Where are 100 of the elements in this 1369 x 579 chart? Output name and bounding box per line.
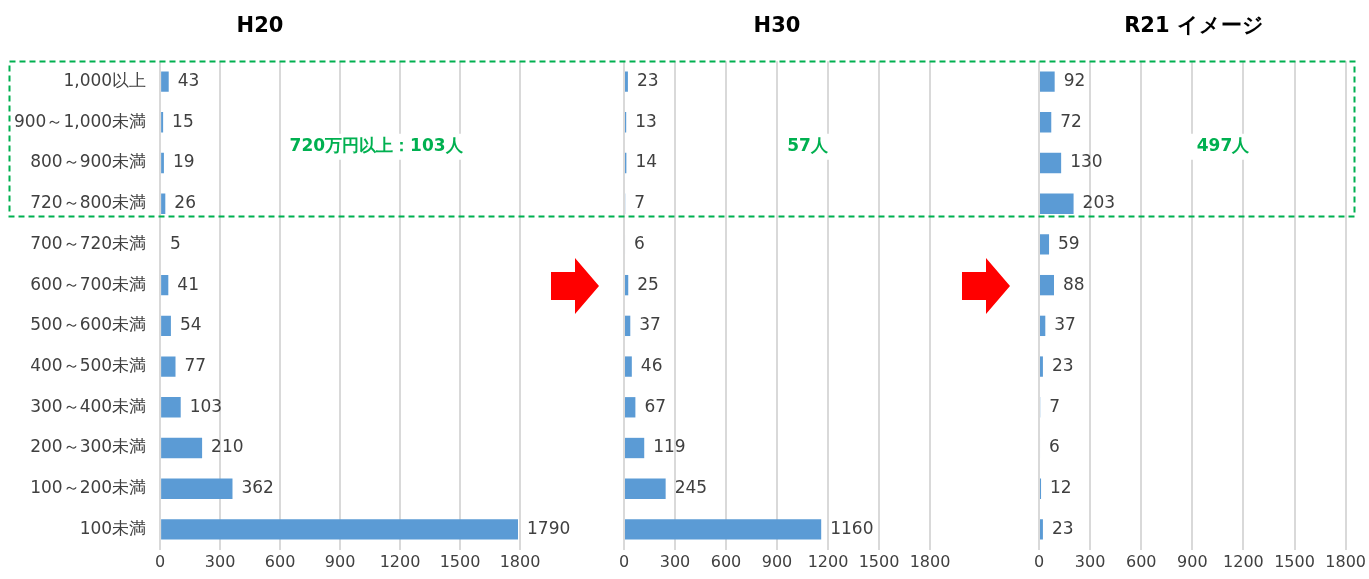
bar bbox=[625, 71, 628, 92]
x-tick-label: 300 bbox=[659, 551, 691, 571]
x-tick-label: 600 bbox=[1125, 551, 1157, 571]
data-label: 23 bbox=[636, 69, 659, 90]
x-tick-label: 1200 bbox=[379, 551, 421, 571]
bar bbox=[161, 356, 176, 377]
x-tick-label: 1800 bbox=[499, 551, 541, 571]
x-tick-label: 1500 bbox=[858, 551, 900, 571]
data-label: 54 bbox=[179, 314, 202, 335]
x-tick-label: 1500 bbox=[1274, 551, 1315, 571]
bar bbox=[625, 274, 629, 296]
data-label: 25 bbox=[637, 273, 659, 294]
bar bbox=[625, 478, 666, 499]
data-label: 7 bbox=[634, 192, 646, 213]
data-label: 1790 bbox=[527, 517, 571, 538]
data-label: 119 bbox=[653, 436, 686, 457]
data-label: 37 bbox=[639, 314, 661, 335]
annotation: 57人 bbox=[787, 135, 829, 156]
x-tick-label: 1800 bbox=[1325, 551, 1366, 571]
data-label: 41 bbox=[177, 273, 199, 294]
x-tick-label: 300 bbox=[1074, 551, 1106, 571]
bar bbox=[1040, 274, 1054, 296]
bar bbox=[161, 315, 171, 337]
y-tick-label: 800～900未満 bbox=[30, 151, 147, 172]
x-tick-label: 0 bbox=[1033, 551, 1045, 571]
x-tick-label: 900 bbox=[324, 551, 356, 571]
bar bbox=[1040, 152, 1062, 174]
data-label: 92 bbox=[1063, 69, 1086, 90]
data-label: 77 bbox=[184, 355, 207, 375]
x-tick-label: 1200 bbox=[1223, 551, 1264, 571]
data-label: 203 bbox=[1082, 192, 1116, 213]
bar bbox=[1040, 356, 1043, 377]
bar bbox=[625, 315, 631, 337]
y-tick-label: 700～720未満 bbox=[30, 232, 147, 253]
y-tick-label: 900～1,000未満 bbox=[13, 110, 147, 131]
chart-title: H20 bbox=[236, 13, 284, 38]
data-label: 19 bbox=[172, 151, 195, 172]
chart-title: R21 イメージ bbox=[1124, 13, 1264, 38]
bar bbox=[625, 397, 636, 418]
data-label: 103 bbox=[189, 395, 223, 416]
data-label: 5 bbox=[170, 232, 181, 253]
annotation: 497人 bbox=[1196, 135, 1251, 156]
data-label: 6 bbox=[634, 232, 645, 253]
y-tick-label: 500～600未満 bbox=[30, 314, 147, 335]
data-label: 245 bbox=[674, 477, 708, 498]
bar bbox=[1040, 519, 1043, 540]
data-label: 23 bbox=[1051, 355, 1074, 375]
data-label: 12 bbox=[1050, 477, 1072, 498]
x-tick-label: 600 bbox=[264, 551, 296, 571]
data-label: 210 bbox=[211, 436, 244, 457]
bar bbox=[1040, 193, 1074, 214]
y-tick-label: 200～300未満 bbox=[30, 436, 147, 457]
bar bbox=[1040, 112, 1052, 133]
x-tick-label: 1500 bbox=[439, 551, 481, 571]
bar bbox=[625, 519, 822, 540]
data-label: 88 bbox=[1062, 273, 1085, 294]
bar bbox=[161, 519, 518, 540]
data-label: 72 bbox=[1060, 110, 1082, 131]
data-label: 43 bbox=[177, 69, 200, 90]
y-tick-label: 300～400未満 bbox=[30, 395, 147, 416]
x-tick-label: 900 bbox=[1177, 551, 1208, 571]
data-label: 130 bbox=[1070, 151, 1103, 172]
data-label: 14 bbox=[635, 151, 658, 172]
data-label: 1160 bbox=[830, 517, 874, 538]
data-label: 23 bbox=[1051, 517, 1074, 538]
y-tick-label: 1,000以上 bbox=[63, 69, 147, 90]
bar bbox=[1040, 71, 1055, 92]
bar bbox=[161, 437, 203, 459]
data-label: 6 bbox=[1049, 436, 1060, 457]
y-tick-label: 100～200未満 bbox=[30, 477, 147, 498]
bar bbox=[1040, 234, 1050, 255]
data-label: 37 bbox=[1054, 314, 1076, 335]
data-label: 15 bbox=[172, 110, 194, 131]
y-tick-label: 600～700未満 bbox=[30, 273, 147, 294]
x-tick-label: 1200 bbox=[807, 551, 849, 571]
bar bbox=[1040, 315, 1046, 337]
data-label: 26 bbox=[174, 192, 196, 213]
bar bbox=[625, 437, 645, 459]
bar bbox=[161, 152, 164, 174]
bar bbox=[161, 397, 181, 418]
y-tick-label: 400～500未満 bbox=[30, 355, 147, 375]
x-tick-label: 0 bbox=[155, 551, 166, 571]
x-tick-label: 1800 bbox=[909, 551, 951, 571]
x-tick-label: 600 bbox=[710, 551, 742, 571]
bar bbox=[161, 274, 169, 296]
data-label: 13 bbox=[635, 110, 657, 131]
chart-title: H30 bbox=[753, 13, 801, 38]
data-label: 67 bbox=[644, 395, 667, 416]
x-tick-label: 300 bbox=[204, 551, 236, 571]
bar bbox=[161, 193, 166, 214]
data-label: 362 bbox=[241, 477, 274, 498]
x-tick-label: 900 bbox=[761, 551, 793, 571]
bar bbox=[161, 478, 233, 499]
data-label: 46 bbox=[640, 355, 663, 375]
bar bbox=[625, 356, 632, 377]
y-tick-label: 100未満 bbox=[79, 517, 147, 538]
annotation: 720万円以上：103人 bbox=[289, 135, 464, 156]
y-tick-label: 720～800未満 bbox=[30, 192, 147, 213]
x-tick-label: 0 bbox=[618, 551, 630, 571]
bar bbox=[161, 71, 169, 92]
